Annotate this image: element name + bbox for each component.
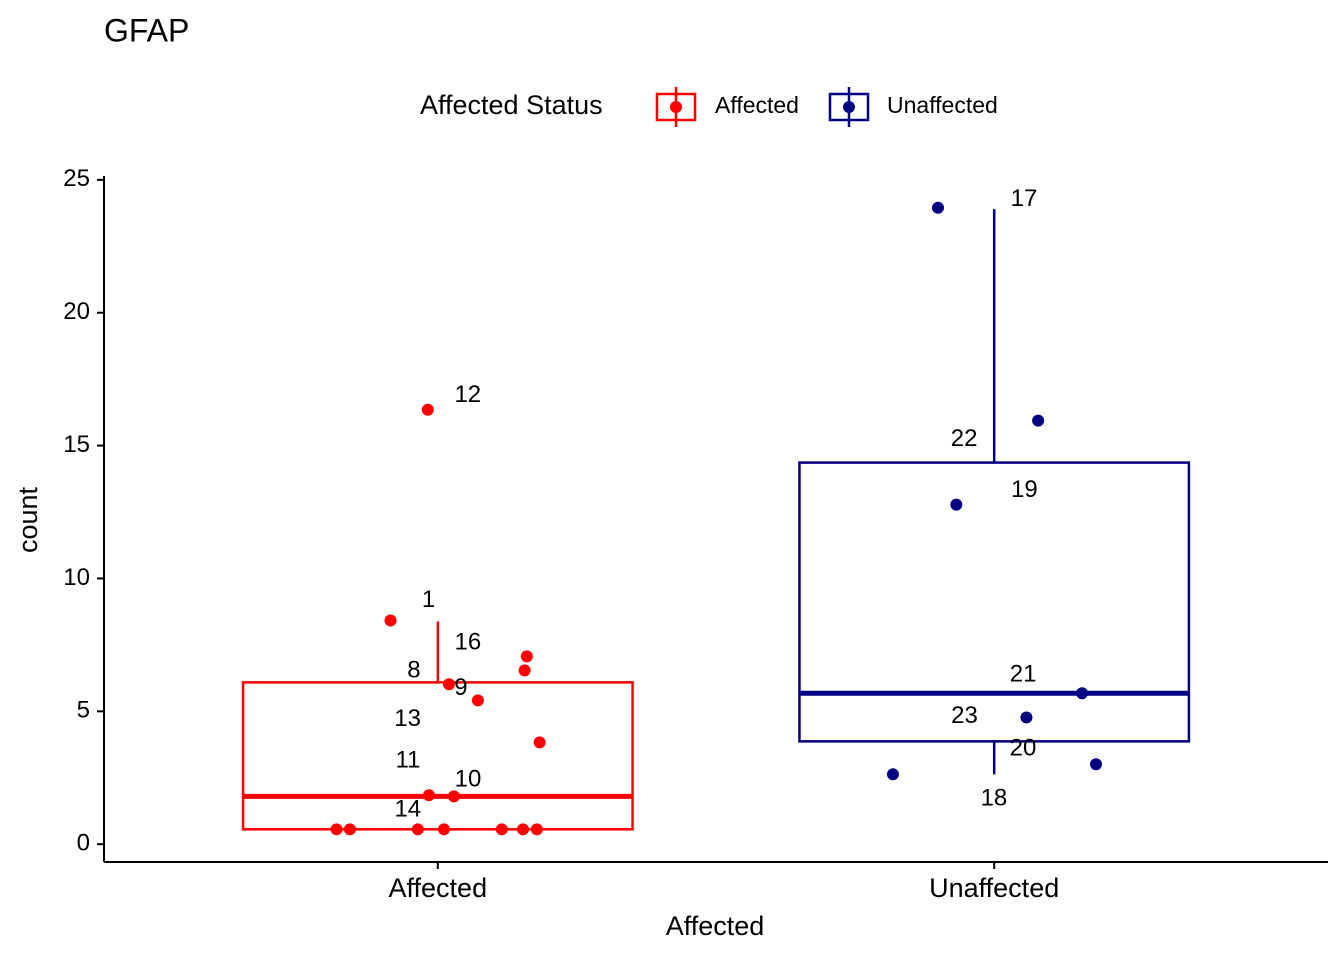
box [798,461,1191,743]
y-tick-label: 25 [63,165,90,192]
point-label: 12 [454,381,481,408]
point [1076,687,1089,700]
point [437,823,450,836]
point [343,823,356,836]
y-tick-label: 15 [63,431,90,458]
point [1032,414,1045,427]
y-tick-label: 10 [63,564,90,591]
point-label: 9 [454,674,467,701]
point [530,823,543,836]
y-tick-label: 20 [63,298,90,325]
legend-key [843,101,855,113]
point [421,403,434,416]
point-label: 23 [951,702,978,729]
x-tick-label: Unaffected [929,873,1059,903]
point [495,823,508,836]
chart-title: GFAP [104,12,189,48]
y-tick-label: 0 [77,830,90,857]
box [241,681,634,831]
point-label: 20 [1010,735,1037,762]
point [442,678,455,691]
x-axis-title: Affected [666,911,765,941]
point-label: 11 [395,747,420,774]
point [518,664,531,677]
y-tick-label: 5 [77,697,90,724]
point-label: 21 [1010,661,1037,688]
point [533,736,546,749]
point [330,823,343,836]
point-label: 17 [1011,185,1038,212]
point-label: 8 [407,657,420,684]
point [1089,758,1102,771]
point [384,614,397,627]
legend-key [670,101,682,113]
legend-title: Affected Status [420,90,603,120]
point [411,823,424,836]
point [422,789,435,802]
point-label: 19 [1011,476,1038,503]
x-tick-label: Affected [389,873,488,903]
point-label: 13 [394,705,421,732]
point-label: 14 [394,796,421,823]
point-label: 16 [454,629,481,656]
point [471,694,484,707]
point-label: 1 [422,586,435,613]
point [950,498,963,511]
point-label: 18 [981,785,1008,812]
point-label: 22 [951,425,978,452]
legend-label: Unaffected [887,92,998,118]
legend-label: Affected [715,92,799,118]
point [520,650,533,663]
point [1020,711,1033,724]
point [931,201,944,214]
point [516,823,529,836]
point-label: 10 [455,766,482,793]
point [447,790,460,803]
point [886,768,899,781]
y-axis-title: count [13,486,43,553]
